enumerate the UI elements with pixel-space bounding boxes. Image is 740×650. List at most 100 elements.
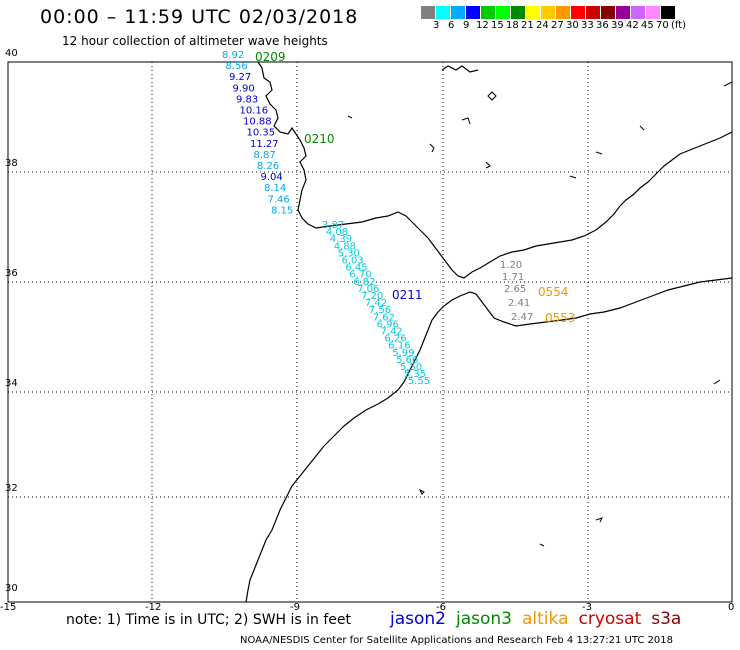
legend-label: 6 (448, 20, 455, 31)
wave-height-value: 2.47 (511, 312, 533, 323)
wave-height-value: 7.42 (365, 298, 387, 309)
legend-swatch (496, 6, 511, 19)
x-axis-label: -15 (0, 602, 17, 613)
legend-swatch (526, 6, 541, 19)
pass-label: 0209 (255, 50, 286, 64)
legend-label: 3 (433, 20, 440, 31)
legend-label: 21 (521, 20, 534, 31)
wave-height-value: 8.26 (257, 161, 279, 172)
wave-height-value: 2.65 (504, 284, 526, 295)
wave-height-value: 7.42 (381, 327, 403, 338)
wave-height-value: 5.30 (338, 248, 360, 259)
satellite-legend: jason2 jason3 altika cryosat s3a (390, 609, 691, 629)
legend-swatch (451, 6, 466, 19)
wave-height-value: 6.82 (353, 277, 375, 288)
legend-label: 39 (611, 20, 624, 31)
legend-label: 33 (581, 20, 594, 31)
wave-height-value: 8.56 (226, 61, 248, 72)
wave-height-value: 6.70 (349, 270, 371, 281)
y-axis-label: 32 (5, 483, 18, 494)
wave-height-value: 8.92 (222, 50, 244, 61)
legend-label: 36 (596, 20, 609, 31)
legend-label: 9 (463, 20, 470, 31)
map-title: 00:00 – 11:59 UTC 02/03/2018 (40, 6, 359, 28)
wave-height-value: 8.15 (271, 205, 293, 216)
x-axis-label: 0 (728, 602, 735, 613)
wave-height-value: 5.35 (404, 369, 426, 380)
coastline-islands (347, 81, 733, 547)
legend-swatch (586, 6, 601, 19)
map-subtitle: 12 hour collection of altimeter wave hei… (62, 34, 328, 48)
legend-swatch (646, 6, 661, 19)
legend-label: 70 (656, 20, 669, 31)
y-axis-label: 40 (5, 48, 18, 59)
legend-swatch (541, 6, 556, 19)
wave-height-value: 9.83 (236, 94, 258, 105)
wave-height-value: 7.62 (373, 312, 395, 323)
x-axis-label: -3 (582, 602, 592, 613)
wave-height-value: 9.27 (229, 72, 251, 83)
map-frame (7, 61, 733, 603)
wave-height-value: 10.16 (240, 106, 269, 117)
wave-height-value: 4.08 (326, 227, 348, 238)
legend-swatch (436, 6, 451, 19)
legend-swatch (631, 6, 646, 19)
x-axis-label: -9 (290, 602, 300, 613)
wave-height-value: 9.04 (261, 172, 283, 183)
wave-height-value: 1.20 (500, 260, 522, 271)
wave-height-value: 11.27 (250, 139, 279, 150)
y-axis-label: 38 (5, 158, 18, 169)
y-axis-label: 34 (5, 378, 18, 389)
coastline-iberia (257, 61, 733, 279)
legend-label: 45 (641, 20, 654, 31)
legend-swatch (481, 6, 496, 19)
wave-height-value: 5.50 (400, 362, 422, 373)
legend-label: 42 (626, 20, 639, 31)
satellite-name: cryosat (578, 609, 642, 629)
graticule (8, 62, 732, 602)
satellite-name: jason2 (390, 609, 446, 629)
legend-swatch (421, 6, 436, 19)
wave-height-value: 6.45 (345, 263, 367, 274)
wave-height-value: 6.03 (342, 256, 364, 267)
wave-height-value: 5.66 (396, 355, 418, 366)
wave-height-value: 10.88 (243, 117, 272, 128)
wave-height-value: 9.90 (233, 83, 255, 94)
wave-height-value: 7.20 (361, 291, 383, 302)
pass-label: 0210 (304, 132, 335, 146)
wave-height-value: 6.26 (384, 334, 406, 345)
wave-height-value: 8.87 (254, 150, 276, 161)
x-axis-label: -6 (436, 602, 446, 613)
y-axis-label: 30 (5, 583, 18, 594)
wave-height-value: 4.39 (330, 234, 352, 245)
legend-swatch (571, 6, 586, 19)
legend-label: 30 (566, 20, 579, 31)
satellite-name: altika (522, 609, 569, 629)
wave-height-value: 8.14 (264, 183, 286, 194)
y-axis-label: 36 (5, 268, 18, 279)
legend-label: (ft) (671, 20, 687, 31)
wave-height-value: 1.71 (502, 272, 524, 283)
wave-height-value: 5.55 (408, 376, 430, 387)
wave-height-value: 10.35 (247, 128, 276, 139)
wave-height-value: 4.88 (334, 241, 356, 252)
color-legend: 3 6 9 12 15 18 21 24 27 30 33 36 39 42 45 70 (ft) (421, 6, 686, 33)
credit-line: NOAA/NESDIS Center for Satellite Applica… (240, 635, 673, 646)
note-text: note: 1) Time is in UTC; 2) SWH is in fe… (66, 612, 352, 628)
wave-height-value: 7.56 (369, 305, 391, 316)
coastline-north-africa (245, 277, 733, 603)
legend-label: 18 (506, 20, 519, 31)
pass-label: 0553 (545, 311, 576, 325)
satellite-name: s3a (651, 609, 682, 629)
legend-label: 15 (491, 20, 504, 31)
wave-height-value: 6.96 (377, 319, 399, 330)
x-axis-label: -12 (145, 602, 162, 613)
legend-label: 27 (551, 20, 564, 31)
coastline-north-iberia (441, 65, 479, 73)
wave-height-value: 7.06 (357, 284, 379, 295)
legend-swatch (466, 6, 481, 19)
legend-label: 12 (476, 20, 489, 31)
legend-swatch (601, 6, 616, 19)
pass-label: 0554 (538, 285, 569, 299)
